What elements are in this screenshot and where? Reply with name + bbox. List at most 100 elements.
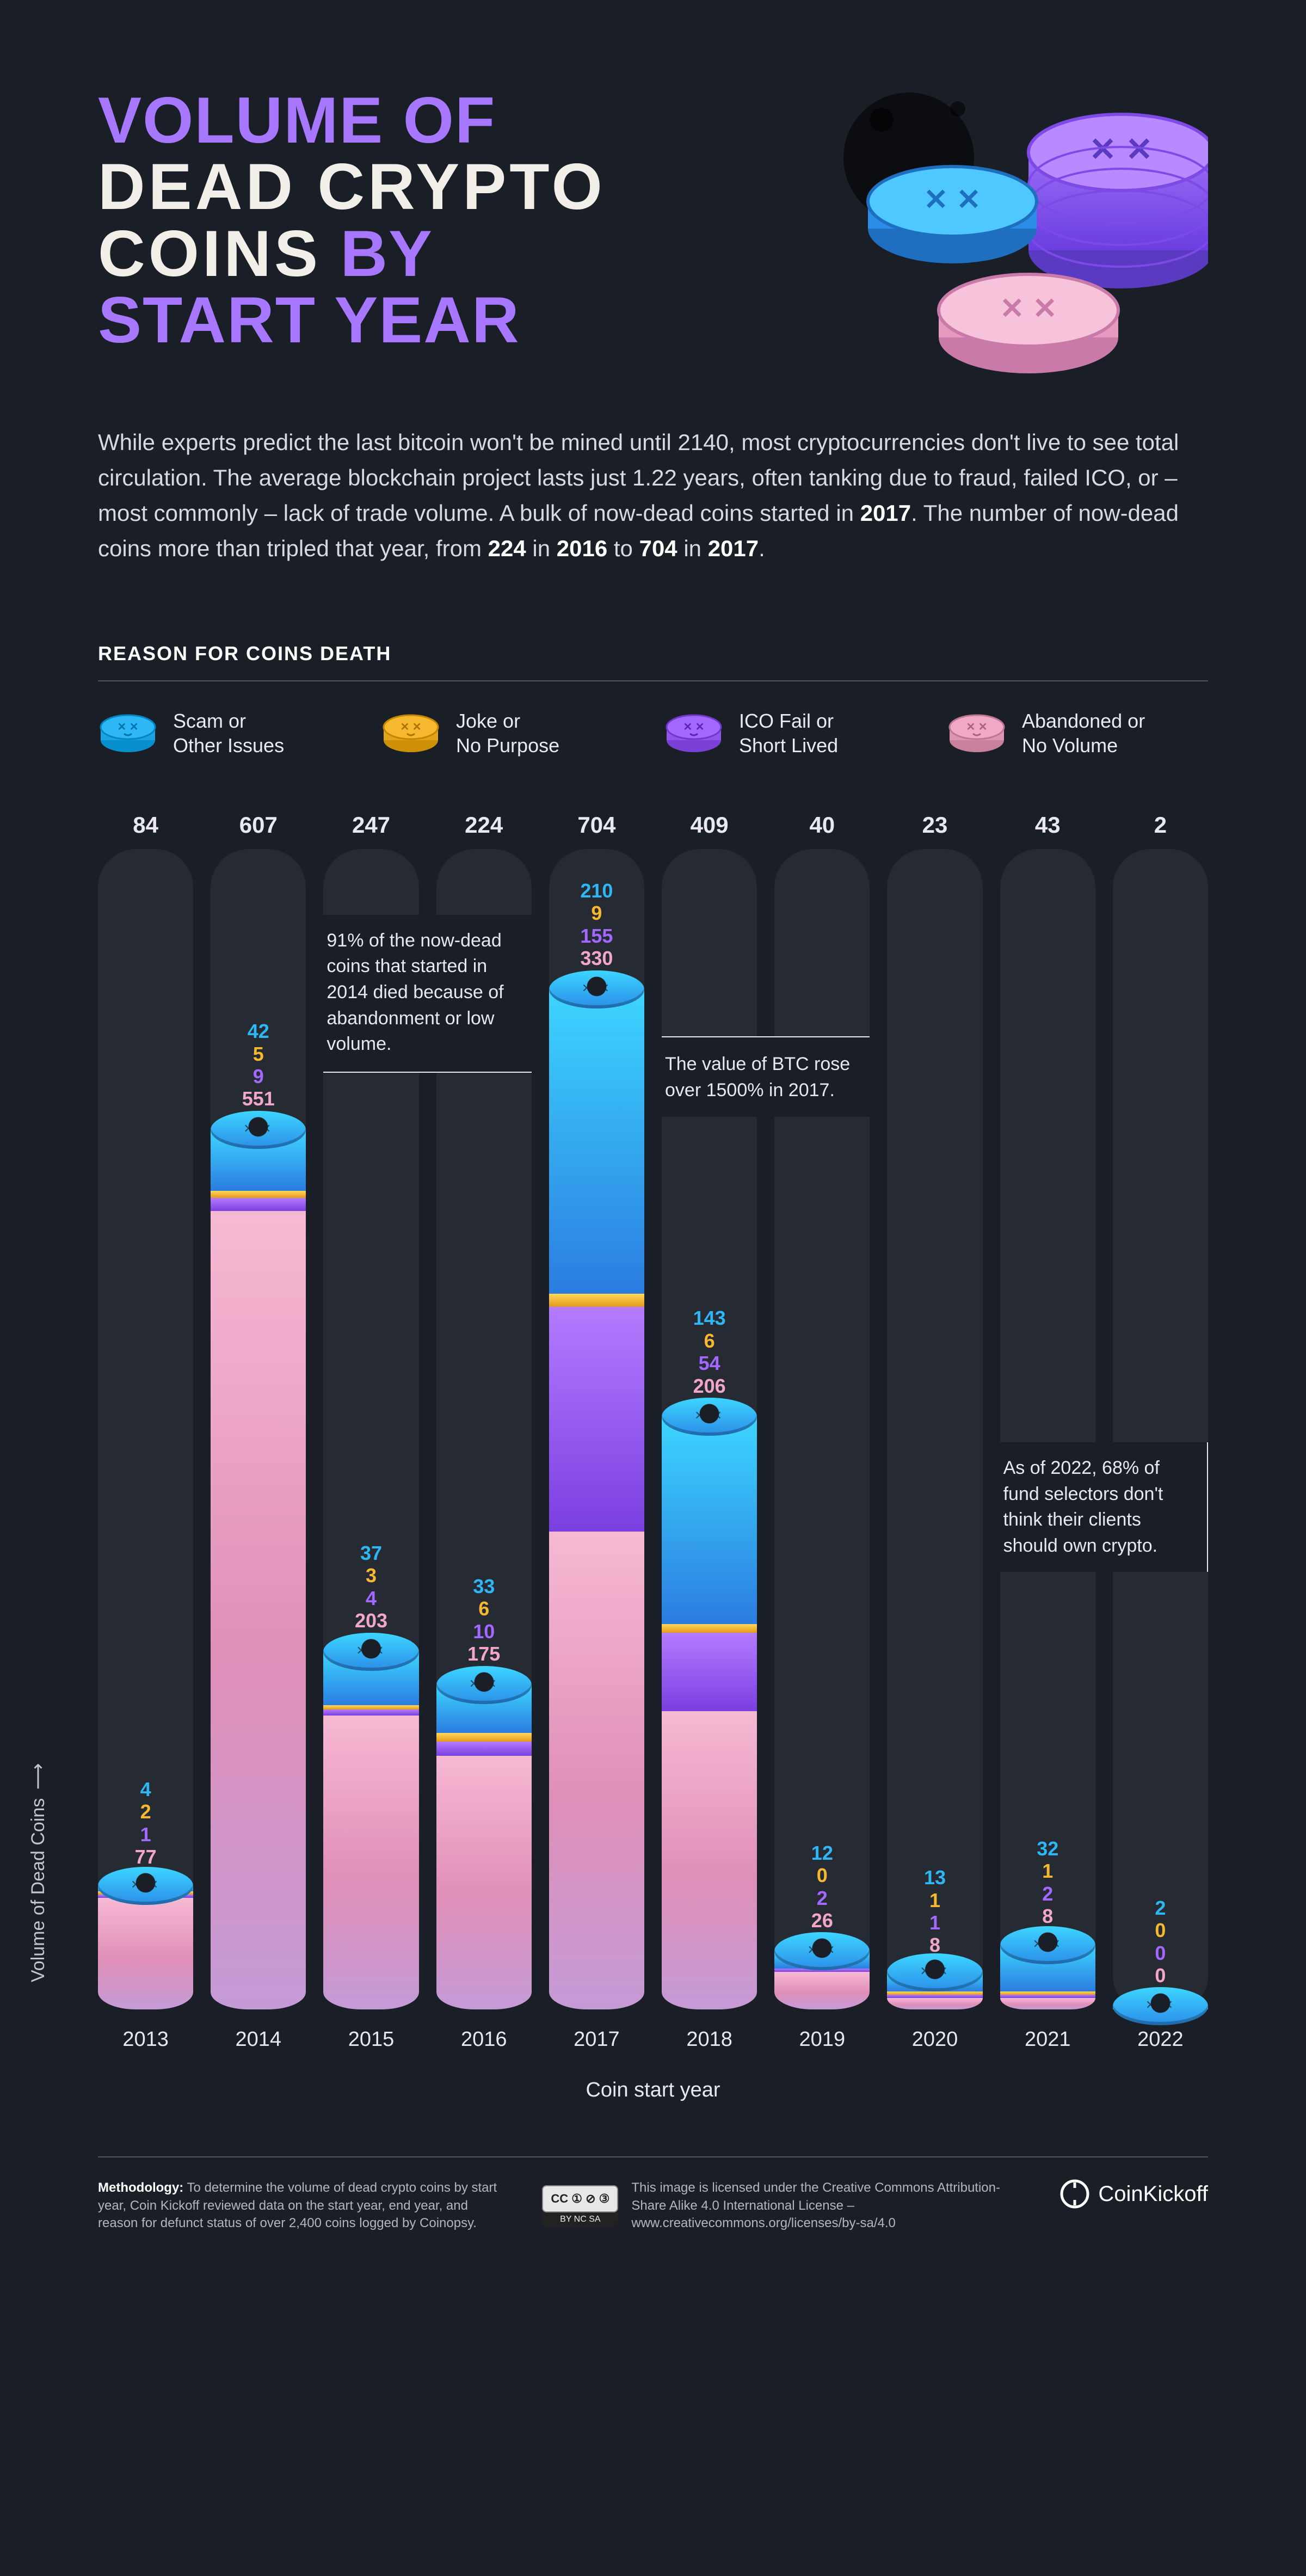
column-total: 224 xyxy=(465,812,503,839)
svg-text:✕ ✕: ✕ ✕ xyxy=(966,721,987,733)
bar-segment-ico xyxy=(323,1710,418,1716)
bar-segment-abandoned xyxy=(98,1898,193,2009)
legend-label: Scam orOther Issues xyxy=(173,709,284,758)
bar-value-labels: 210 9 155 330 xyxy=(549,880,644,970)
bar-segment-joke xyxy=(323,1705,418,1710)
bar-top-cap-icon xyxy=(323,1633,418,1671)
legend-item: ✕ ✕ Abandoned orNo Volume xyxy=(947,703,1208,763)
legend-label: ICO Fail orShort Lived xyxy=(739,709,838,758)
x-axis-tick-label: 2015 xyxy=(323,2028,418,2051)
title-line-1: VOLUME OF xyxy=(98,87,784,153)
legend-divider xyxy=(98,680,1208,681)
column-total: 247 xyxy=(352,812,390,839)
column-track: 32 1 2 8 xyxy=(1000,849,1095,2009)
cc-badge-sub: BY NC SA xyxy=(542,2212,618,2227)
column-total: 607 xyxy=(239,812,278,839)
chart-column: 40 12 0 2 26 xyxy=(774,812,870,2009)
title-line-3b: BY xyxy=(321,217,433,290)
x-axis-tick-label: 2018 xyxy=(662,2028,757,2051)
bar-stack xyxy=(323,1633,418,2010)
cc-text: This image is licensed under the Creativ… xyxy=(631,2179,1022,2232)
column-total: 409 xyxy=(691,812,729,839)
bar-stack xyxy=(1113,1987,1208,2009)
chart-callout: As of 2022, 68% of fund selectors don't … xyxy=(1000,1442,1208,1572)
svg-text:✕ ✕: ✕ ✕ xyxy=(400,721,421,733)
column-track: 4 2 1 77 xyxy=(98,849,193,2009)
bar-segment-scam xyxy=(549,989,644,1294)
chart-column: 2 2 0 0 0 xyxy=(1113,812,1208,2009)
chart-column: 607 42 5 9 551 xyxy=(211,812,306,2009)
x-labels-row: 2013201420152016201720182019202020212022 xyxy=(98,2028,1208,2051)
legend-label: Joke orNo Purpose xyxy=(456,709,559,758)
lead-paragraph: While experts predict the last bitcoin w… xyxy=(98,425,1186,566)
legend-coin-icon: ✕ ✕ xyxy=(664,703,724,763)
cc-block: CC ① ⊘ ③ BY NC SA This image is licensed… xyxy=(542,2179,1022,2232)
bar-stack xyxy=(662,1398,757,2009)
bar-stack xyxy=(211,1111,306,2009)
x-axis-tick-label: 2014 xyxy=(211,2028,306,2051)
chart-column: 84 4 2 1 77 xyxy=(98,812,193,2009)
title-line-3: COINS BY xyxy=(98,220,784,287)
lead-bold-2: 224 xyxy=(488,536,526,561)
x-axis-tick-label: 2017 xyxy=(549,2028,644,2051)
bar-segment-abandoned xyxy=(549,1532,644,2010)
brand-logo-icon xyxy=(1060,2179,1089,2209)
bar-segment-abandoned xyxy=(1000,1998,1095,2009)
column-track: 210 9 155 330 xyxy=(549,849,644,2009)
x-axis-tick-label: 2022 xyxy=(1113,2028,1208,2051)
lead-mid-2: in xyxy=(526,536,557,561)
svg-text:✕ ✕: ✕ ✕ xyxy=(923,183,981,216)
chart-column: 704 210 9 155 330 xyxy=(549,812,644,2009)
coins-illustration: ✕ ✕ ✕ ✕ ✕ ✕ xyxy=(816,87,1208,381)
chart-column: 409 143 6 54 206 xyxy=(662,812,757,2009)
bar-value-labels: 143 6 54 206 xyxy=(662,1307,757,1397)
bar-top-cap-icon xyxy=(774,1932,870,1970)
bar-value-labels: 13 1 1 8 xyxy=(887,1866,982,1957)
bar-top-cap-icon xyxy=(549,970,644,1009)
bar-segment-joke xyxy=(662,1624,757,1633)
bar-segment-joke xyxy=(211,1191,306,1198)
bar-segment-ico xyxy=(211,1198,306,1211)
chart-wrap: Volume of Dead Coins 84 4 2 1 77 607 42 … xyxy=(98,812,1208,2102)
x-axis-tick-label: 2020 xyxy=(887,2028,982,2051)
lead-bold-5: 2017 xyxy=(708,536,759,561)
bar-segment-ico xyxy=(549,1307,644,1532)
bar-segment-scam xyxy=(662,1417,757,1624)
bar-stack xyxy=(1000,1926,1095,2009)
bar-value-labels: 4 2 1 77 xyxy=(98,1778,193,1868)
svg-text:✕ ✕: ✕ ✕ xyxy=(683,721,704,733)
bar-value-labels: 33 6 10 175 xyxy=(436,1575,532,1665)
lead-bold-3: 2016 xyxy=(557,536,607,561)
x-axis-tick-label: 2016 xyxy=(436,2028,532,2051)
svg-text:✕ ✕: ✕ ✕ xyxy=(117,721,138,733)
column-total: 40 xyxy=(809,812,835,839)
bar-value-labels: 12 0 2 26 xyxy=(774,1842,870,1932)
column-track: 2 0 0 0 xyxy=(1113,849,1208,2009)
column-track: 42 5 9 551 xyxy=(211,849,306,2009)
lead-bold-4: 704 xyxy=(639,536,677,561)
column-track: 12 0 2 26 xyxy=(774,849,870,2009)
bar-top-cap-icon xyxy=(887,1953,982,1991)
legend-label: Abandoned orNo Volume xyxy=(1022,709,1145,758)
page-title: VOLUME OF DEAD CRYPTO COINS BY START YEA… xyxy=(98,87,784,354)
legend-item: ✕ ✕ Scam orOther Issues xyxy=(98,703,359,763)
column-total: 43 xyxy=(1035,812,1061,839)
bar-segment-abandoned xyxy=(662,1711,757,2009)
lead-mid-3: to xyxy=(607,536,639,561)
bar-value-labels: 37 3 4 203 xyxy=(323,1542,418,1632)
svg-text:✕ ✕: ✕ ✕ xyxy=(1000,292,1057,325)
title-line-3a: COINS xyxy=(98,217,321,290)
bar-segment-ico xyxy=(662,1633,757,1711)
bar-value-labels: 42 5 9 551 xyxy=(211,1020,306,1110)
methodology-label: Methodology: xyxy=(98,2180,183,2195)
bar-segment-abandoned xyxy=(887,1998,982,2009)
column-total: 84 xyxy=(133,812,158,839)
bar-stack xyxy=(549,970,644,2009)
chart-column: 43 32 1 2 8 xyxy=(1000,812,1095,2009)
cc-badge-icon: CC ① ⊘ ③ BY NC SA xyxy=(542,2185,618,2226)
legend-heading: REASON FOR COINS DEATH xyxy=(98,642,1208,665)
y-axis-label: Volume of Dead Coins xyxy=(27,1760,49,1983)
legend-item: ✕ ✕ Joke orNo Purpose xyxy=(381,703,642,763)
chart-callout: The value of BTC rose over 1500% in 2017… xyxy=(662,1036,870,1116)
chart-row: 84 4 2 1 77 607 42 5 9 551 xyxy=(98,812,1208,2009)
